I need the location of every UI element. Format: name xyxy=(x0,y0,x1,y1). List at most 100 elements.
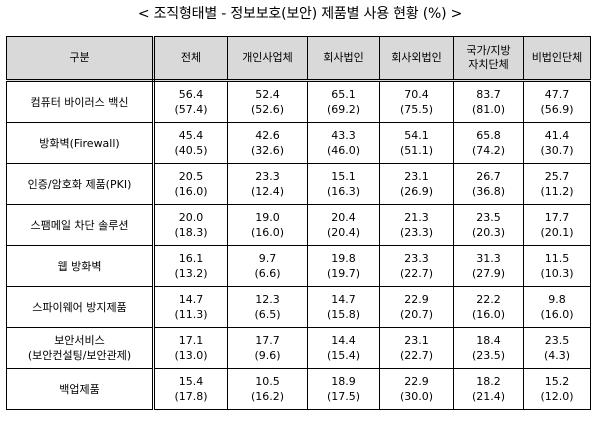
previous-value: (57.4) xyxy=(174,103,208,116)
current-value: 9.8 xyxy=(548,293,566,306)
current-value: 23.5 xyxy=(544,334,570,347)
current-value: 23.3 xyxy=(404,252,429,265)
current-value: 56.4 xyxy=(178,88,204,101)
previous-value: (4.3) xyxy=(543,349,571,362)
previous-value: (18.3) xyxy=(174,226,208,239)
previous-value: (22.7) xyxy=(399,349,434,362)
value-cell: 22.2 (16.0) xyxy=(453,286,524,328)
header-label: 구분 xyxy=(69,51,90,64)
table-row: 방화벽(Firewall) 45.4 (40.5) 42.6 (32.6) 43.3 (46… xyxy=(6,122,591,164)
previous-value: (9.6) xyxy=(254,349,281,362)
value-cell: 70.4 (75.5) xyxy=(379,80,454,123)
header-government: 국가/지방 자치단체 xyxy=(453,36,524,82)
previous-value: (75.5) xyxy=(399,103,434,116)
value-cell: 23.1 (22.7) xyxy=(379,327,454,369)
table-row: 웹 방화벽 16.1 (13.2) 9.7 (6.6) 19.8 (19.7) 23.3 (22… xyxy=(6,245,591,287)
previous-value: (20.1) xyxy=(540,226,574,239)
current-value: 18.9 xyxy=(331,375,356,388)
value-cell: 65.1 (69.2) xyxy=(307,80,380,123)
row-category: 웹 방화벽 xyxy=(6,245,155,287)
value-cell: 23.3 (22.7) xyxy=(379,245,454,287)
current-value: 54.1 xyxy=(404,129,429,142)
current-value: 23.5 xyxy=(476,211,501,224)
usage-table: 구분 전체 개인사업체 회사법인 회사외법인 국가/지방 자치단체 비법인단체 컴… xyxy=(6,36,591,410)
current-value: 14.7 xyxy=(178,293,204,306)
category-label: 스팸메일 차단 솔루션 xyxy=(30,218,129,232)
header-total: 전체 xyxy=(153,36,228,82)
value-cell: 19.8 (19.7) xyxy=(307,245,380,287)
current-value: 18.2 xyxy=(476,375,501,388)
value-cell: 14.7 (11.3) xyxy=(153,286,228,328)
value-cell: 18.9 (17.5) xyxy=(307,368,380,410)
current-value: 23.3 xyxy=(255,170,280,183)
value-cell: 21.3 (23.3) xyxy=(379,204,454,246)
previous-value: (13.0) xyxy=(174,349,208,362)
value-cell: 47.7 (56.9) xyxy=(523,80,591,123)
value-cell: 17.1 (13.0) xyxy=(153,327,228,369)
value-cell: 56.4 (57.4) xyxy=(153,80,228,123)
header-category: 구분 xyxy=(6,36,155,82)
current-value: 17.7 xyxy=(544,211,570,224)
current-value: 11.5 xyxy=(544,252,570,265)
header-non-company-corp: 회사외법인 xyxy=(379,36,454,82)
previous-value: (10.3) xyxy=(540,267,574,280)
category-label: 방화벽(Firewall) xyxy=(39,136,120,150)
value-cell: 26.7 (36.8) xyxy=(453,163,524,205)
current-value: 21.3 xyxy=(404,211,429,224)
header-label: 국가/지방 자치단체 xyxy=(466,44,511,71)
value-cell: 25.7 (11.2) xyxy=(523,163,591,205)
previous-value: (12.0) xyxy=(540,390,574,403)
value-cell: 9.7 (6.6) xyxy=(227,245,308,287)
table-row: 스팸메일 차단 솔루션 20.0 (18.3) 19.0 (16.0) 20.4 (20.4… xyxy=(6,204,591,246)
value-cell: 15.1 (16.3) xyxy=(307,163,380,205)
previous-value: (16.0) xyxy=(250,226,285,239)
category-label: (보안컨설팅/보안관제) xyxy=(27,349,132,362)
header-label: 개인사업체 xyxy=(242,51,293,64)
previous-value: (16.0) xyxy=(540,308,574,321)
value-cell: 17.7 (9.6) xyxy=(227,327,308,369)
current-value: 22.9 xyxy=(404,293,429,306)
row-category: 스팸메일 차단 솔루션 xyxy=(6,204,155,246)
current-value: 41.4 xyxy=(544,129,570,142)
previous-value: (81.0) xyxy=(471,103,506,116)
category-label: 스파이웨어 방지제품 xyxy=(32,300,127,314)
value-cell: 20.4 (20.4) xyxy=(307,204,380,246)
previous-value: (46.0) xyxy=(326,144,361,157)
row-category: 스파이웨어 방지제품 xyxy=(6,286,155,328)
value-cell: 65.8 (74.2) xyxy=(453,122,524,164)
previous-value: (11.2) xyxy=(540,185,574,198)
table-row: 컴퓨터 바이러스 백신 56.4 (57.4) 52.4 (52.6) 65.1 (69.2… xyxy=(6,80,591,123)
category-label: 웹 방화벽 xyxy=(57,259,102,273)
current-value: 15.1 xyxy=(331,170,356,183)
previous-value: (30.7) xyxy=(540,144,574,157)
value-cell: 19.0 (16.0) xyxy=(227,204,308,246)
current-value: 15.4 xyxy=(178,375,204,388)
value-cell: 14.7 (15.8) xyxy=(307,286,380,328)
current-value: 19.0 xyxy=(255,211,280,224)
previous-value: (16.2) xyxy=(250,390,285,403)
current-value: 26.7 xyxy=(476,170,501,183)
previous-value: (22.7) xyxy=(399,267,434,280)
value-cell: 18.2 (21.4) xyxy=(453,368,524,410)
current-value: 16.1 xyxy=(178,252,204,265)
previous-value: (17.8) xyxy=(174,390,208,403)
current-value: 42.6 xyxy=(255,129,280,142)
previous-value: (17.5) xyxy=(326,390,361,403)
value-cell: 41.4 (30.7) xyxy=(523,122,591,164)
value-cell: 10.5 (16.2) xyxy=(227,368,308,410)
current-value: 14.7 xyxy=(331,293,356,306)
value-cell: 9.8 (16.0) xyxy=(523,286,591,328)
current-value: 25.7 xyxy=(544,170,570,183)
header-label: 회사외법인 xyxy=(391,51,442,64)
previous-value: (16.0) xyxy=(174,185,208,198)
current-value: 45.4 xyxy=(178,129,204,142)
current-value: 10.5 xyxy=(255,375,280,388)
current-value: 14.4 xyxy=(331,334,356,347)
category-label: 보안서비스 xyxy=(54,334,105,347)
value-cell: 23.5 (20.3) xyxy=(453,204,524,246)
table-row: 인증/암호화 제품(PKI) 20.5 (16.0) 23.3 (12.4) 15.1 (1… xyxy=(6,163,591,205)
current-value: 12.3 xyxy=(255,293,280,306)
current-value: 22.9 xyxy=(404,375,429,388)
value-cell: 52.4 (52.6) xyxy=(227,80,308,123)
current-value: 52.4 xyxy=(255,88,280,101)
